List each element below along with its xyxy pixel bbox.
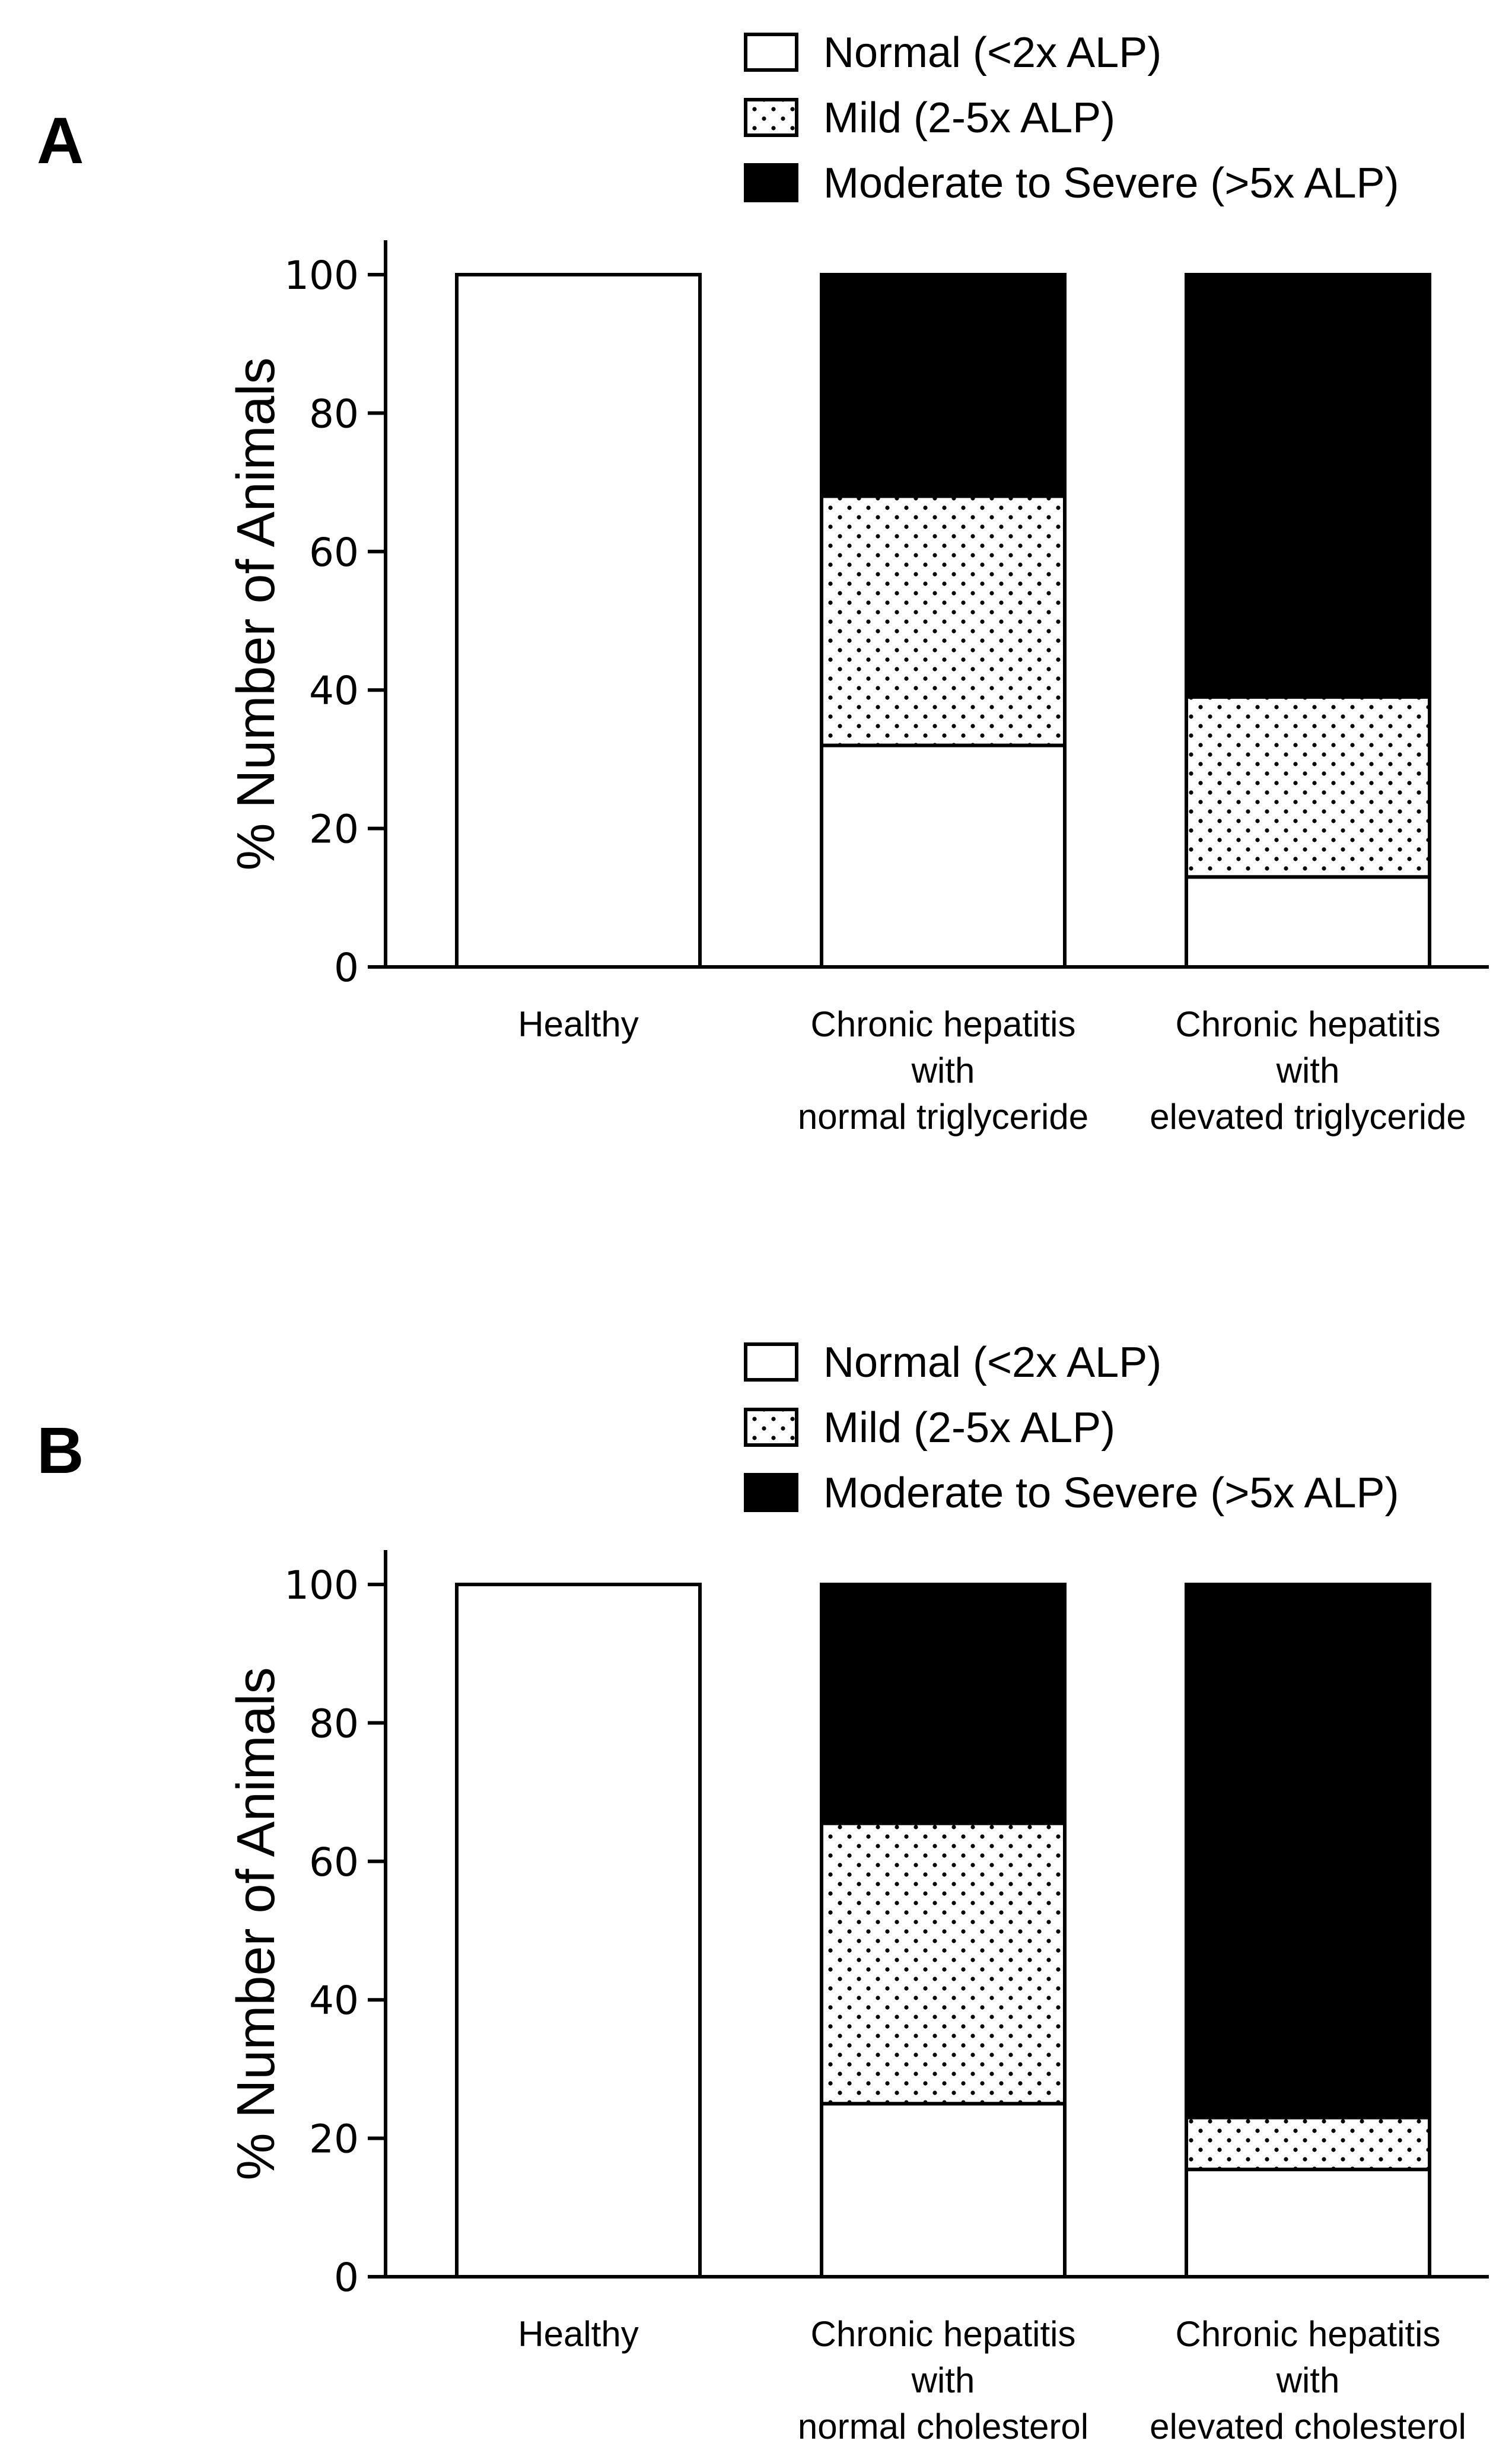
category-label-1-2: normal triglyceride [798, 1097, 1088, 1137]
y-tick-label-40: 40 [309, 1978, 359, 2023]
category-label-0-0: Healthy [518, 2314, 638, 2354]
bar-group-a-1 [820, 273, 1067, 969]
y-tick-label-60: 60 [309, 1840, 359, 1885]
category-label-2-2: elevated cholesterol [1150, 2407, 1466, 2446]
y-tick-label-40: 40 [309, 668, 359, 714]
legend-label: Mild (2-5x ALP) [823, 94, 1115, 142]
category-label-1-1: with [911, 1051, 975, 1090]
legend-item-b-0: Normal (<2x ALP) [744, 1339, 1161, 1386]
category-label-2-1: with [1276, 1051, 1340, 1090]
legend-item-a-2: Moderate to Severe (>5x ALP) [744, 160, 1399, 207]
panel-label-b: B [37, 1414, 84, 1487]
legend-label: Mild (2-5x ALP) [823, 1404, 1115, 1452]
y-tick-label-60: 60 [309, 530, 359, 575]
bar-segment-dots-1 [820, 1821, 1067, 2106]
bar-segment-dots-2 [1185, 695, 1431, 879]
bar-group-a-0 [455, 273, 702, 969]
y-tick-label-100: 100 [284, 1563, 359, 1608]
panel-label-a: A [37, 104, 84, 177]
category-label-1-2: normal cholesterol [798, 2407, 1088, 2446]
bar-segment-white-1 [820, 743, 1067, 969]
category-label-2-0: Chronic hepatitis [1176, 2314, 1441, 2354]
bar-segment-white-0 [455, 1583, 702, 2279]
legend-label: Normal (<2x ALP) [823, 29, 1161, 77]
bar-segment-dots-2 [1185, 2115, 1431, 2172]
y-axis-title: % Number of Animals [227, 357, 286, 870]
bar-group-b-0 [455, 1583, 702, 2279]
y-tick-label-20: 20 [309, 807, 359, 852]
legend-swatch-dots [744, 98, 798, 137]
category-label-0-0: Healthy [518, 1004, 638, 1044]
bar-group-b-1 [820, 1583, 1067, 2279]
y-tick-label-0: 0 [334, 945, 359, 991]
bar-segment-dots-1 [820, 494, 1067, 747]
bar-group-b-2 [1185, 1583, 1431, 2279]
category-label-1-0: Chronic hepatitis [811, 2314, 1076, 2354]
category-label-2-0: Chronic hepatitis [1176, 1004, 1441, 1044]
bar-segment-black-2 [1185, 273, 1431, 699]
legend-swatch-black [744, 1473, 798, 1512]
chart-panel-a: A Normal (<2x ALP) Mild (2-5x ALP) Moderate… [37, 29, 1489, 1137]
bar-segment-white-1 [820, 2102, 1067, 2279]
y-tick-label-0: 0 [334, 2255, 359, 2300]
legend-item-a-1: Mild (2-5x ALP) [744, 94, 1115, 142]
y-tick-label-20: 20 [309, 2117, 359, 2162]
bar-segment-white-2 [1185, 875, 1431, 969]
legend-item-b-1: Mild (2-5x ALP) [744, 1404, 1115, 1452]
bar-segment-white-2 [1185, 2168, 1431, 2279]
legend-item-b-2: Moderate to Severe (>5x ALP) [744, 1469, 1399, 1517]
legend-swatch-black [744, 163, 798, 202]
bar-segment-black-1 [820, 1583, 1067, 1825]
bar-segment-black-2 [1185, 1583, 1431, 2120]
category-label-1-0: Chronic hepatitis [811, 1004, 1076, 1044]
legend-item-a-0: Normal (<2x ALP) [744, 29, 1161, 77]
bar-segment-white-0 [455, 273, 702, 969]
y-axis-title: % Number of Animals [227, 1667, 286, 2180]
legend-label: Moderate to Severe (>5x ALP) [823, 1469, 1399, 1517]
category-label-1-1: with [911, 2360, 975, 2400]
bar-segment-black-1 [820, 273, 1067, 498]
legend-swatch-dots [744, 1408, 798, 1447]
legend-swatch-white [744, 33, 798, 72]
legend-swatch-white [744, 1342, 798, 1382]
y-tick-label-80: 80 [309, 391, 359, 437]
category-label-2-2: elevated triglyceride [1150, 1097, 1466, 1137]
category-label-2-1: with [1276, 2360, 1340, 2400]
chart-panel-b: B Normal (<2x ALP) Mild (2-5x ALP) Moderate… [37, 1339, 1489, 2446]
y-tick-label-80: 80 [309, 1701, 359, 1746]
y-tick-label-100: 100 [284, 253, 359, 298]
legend-label: Moderate to Severe (>5x ALP) [823, 160, 1399, 207]
legend-label: Normal (<2x ALP) [823, 1339, 1161, 1386]
bar-group-a-2 [1185, 273, 1431, 969]
